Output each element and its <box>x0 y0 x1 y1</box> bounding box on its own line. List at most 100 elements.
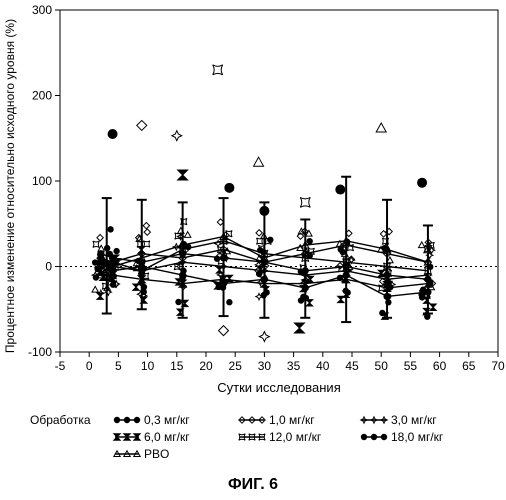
outlier-point <box>137 120 147 130</box>
outlier-point <box>178 170 188 180</box>
series-point <box>220 254 227 261</box>
outlier-point <box>376 123 386 132</box>
x-tick-layer: -50510152025303540455055606570 <box>55 352 505 373</box>
data-point <box>298 297 304 303</box>
data-point <box>226 231 232 237</box>
legend-label: PBO <box>144 447 169 461</box>
legend-marker <box>361 434 367 440</box>
legend-item: 1,0 мг/кг <box>239 413 315 427</box>
x-tick-label: 50 <box>375 359 389 373</box>
legend-marker <box>114 417 120 423</box>
x-tick-label: 25 <box>229 359 243 373</box>
data-point <box>107 226 113 232</box>
chart-svg: -50510152025303540455055606570 -10001002… <box>0 0 506 470</box>
series-point <box>383 293 390 300</box>
data-point <box>143 222 149 228</box>
data-point <box>181 218 187 224</box>
data-point <box>256 230 262 236</box>
data-point <box>93 241 99 247</box>
outlier-point <box>294 323 304 333</box>
legend-item: 0,3 мг/кг <box>114 413 190 427</box>
x-tick-label: 55 <box>404 359 418 373</box>
outlier-point <box>417 178 427 188</box>
legend-label: 12,0 мг/кг <box>269 430 322 444</box>
legend-label: 0,3 мг/кг <box>144 413 190 427</box>
data-point <box>382 238 388 244</box>
data-point <box>306 238 312 244</box>
x-tick-label: 70 <box>491 359 505 373</box>
legend-marker <box>381 434 387 440</box>
data-point <box>144 241 150 247</box>
y-axis-label: Процентное изменение относительно исходн… <box>3 19 17 353</box>
legend-title: Обработка <box>30 413 91 427</box>
x-tick-label: 30 <box>258 359 272 373</box>
plot-frame <box>60 10 498 352</box>
y-tick-label: 0 <box>45 260 52 274</box>
data-point <box>267 237 273 243</box>
x-tick-label: 0 <box>86 359 93 373</box>
x-tick-label: 5 <box>115 359 122 373</box>
legend-marker <box>124 417 130 423</box>
x-tick-label: 15 <box>170 359 184 373</box>
x-tick-label: 20 <box>199 359 213 373</box>
outlier-point <box>300 197 310 207</box>
legend-item: 6,0 мг/кг <box>114 430 190 444</box>
y-tick-label: 300 <box>32 3 52 17</box>
x-axis-label: Сутки исследования <box>217 380 340 395</box>
data-point <box>430 304 436 310</box>
series-point <box>424 289 431 296</box>
outlier-point <box>259 332 269 342</box>
data-point <box>226 299 232 305</box>
legend-label: 6,0 мг/кг <box>144 430 190 444</box>
legend-item: PBO <box>114 447 170 461</box>
legend-label: 1,0 мг/кг <box>269 413 315 427</box>
series-point <box>302 267 309 274</box>
y-tick-label: -100 <box>28 345 52 359</box>
outlier-point <box>172 131 182 141</box>
series-point <box>97 250 104 257</box>
legend-label: 3,0 мг/кг <box>391 413 437 427</box>
outlier-point <box>335 185 345 195</box>
x-tick-label: 60 <box>433 359 447 373</box>
data-point <box>110 282 116 288</box>
series-point <box>383 271 390 278</box>
series-point <box>424 276 431 283</box>
legend-label: 18,0 мг/кг <box>391 430 444 444</box>
data-point <box>144 229 150 235</box>
legend: 0,3 мг/кг 1,0 мг/кг 3,0 мг/кг 6,0 мг/кг 12,0… <box>114 413 444 461</box>
data-point <box>344 289 350 295</box>
data-point <box>133 284 139 290</box>
y-tick-layer: -100 0 100 200 300 <box>28 3 60 359</box>
data-point <box>419 242 425 248</box>
data-point <box>97 234 103 240</box>
legend-marker <box>371 434 377 440</box>
x-tick-label: 10 <box>141 359 155 373</box>
data-point <box>306 300 312 306</box>
series-point <box>179 250 186 257</box>
data-point <box>184 232 190 238</box>
legend-item: 3,0 мг/кг <box>361 413 437 427</box>
x-tick-label: -5 <box>55 359 66 373</box>
figure-caption: ФИГ. 6 <box>0 476 506 494</box>
series-point <box>343 263 350 270</box>
outlier-point <box>213 65 223 75</box>
data-point <box>385 299 391 305</box>
data-point <box>104 245 110 251</box>
outlier-point <box>219 326 229 336</box>
legend-item: 12,0 мг/кг <box>239 430 322 444</box>
legend-item: 18,0 мг/кг <box>361 430 444 444</box>
y-tick-label: 200 <box>32 89 52 103</box>
data-point <box>97 293 103 299</box>
data-point <box>92 286 98 292</box>
data-point <box>113 248 119 254</box>
legend-marker <box>134 417 140 423</box>
outlier-point <box>224 183 234 193</box>
x-tick-label: 35 <box>287 359 301 373</box>
y-tick-label: 100 <box>32 174 52 188</box>
outlier-point <box>108 129 118 139</box>
series-point <box>109 254 116 261</box>
outlier-point <box>254 157 264 166</box>
x-tick-label: 40 <box>316 359 330 373</box>
x-tick-label: 45 <box>345 359 359 373</box>
